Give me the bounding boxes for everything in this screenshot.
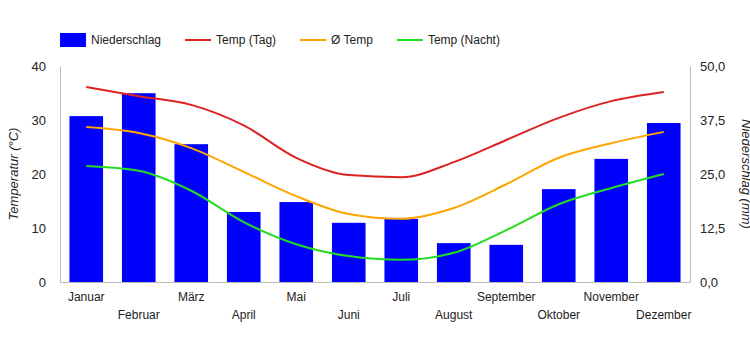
tick: 20: [32, 167, 60, 182]
tick-label: Februar: [118, 308, 160, 322]
bar: [489, 245, 523, 282]
tick-label: September: [477, 290, 536, 304]
tick: 10: [32, 221, 60, 236]
tick: Dezember: [636, 308, 691, 322]
x-axis: Januar Februar März April Mai Juni Juli August S…: [61, 283, 692, 322]
tick: 40: [32, 59, 60, 74]
chart-container: 0 10 20 30 40 0,0 12,5 25,0 37,5 50,0 Januar Februa…: [0, 0, 750, 350]
line: [86, 87, 664, 177]
line: [86, 127, 664, 219]
tick: November: [584, 290, 639, 304]
legend-item: Temp (Tag): [185, 33, 276, 47]
legend-swatch: [397, 39, 423, 41]
tick-label: 40: [32, 59, 46, 74]
line: [86, 166, 664, 260]
tick: 50,0: [690, 59, 725, 74]
axis-line: [61, 282, 691, 283]
tick: Oktober: [537, 308, 580, 322]
legend-swatch: [60, 33, 86, 47]
bar: [647, 123, 681, 282]
tick-label: März: [178, 290, 205, 304]
tick: März: [178, 290, 205, 304]
tick: 37,5: [690, 113, 725, 128]
tick-label: November: [584, 290, 639, 304]
bar: [279, 202, 313, 282]
tick-label: 30: [32, 113, 46, 128]
tick-label: Oktober: [537, 308, 580, 322]
tick-label: Mai: [287, 290, 306, 304]
tick: April: [232, 308, 256, 322]
tick-label: August: [435, 308, 473, 322]
y2-axis: 0,0 12,5 25,0 37,5 50,0: [690, 59, 725, 290]
tick-label: 37,5: [700, 113, 725, 128]
legend: Niederschlag Temp (Tag) Ø Temp Temp (Nacht): [60, 33, 500, 47]
bar: [174, 144, 208, 282]
tick-label: 25,0: [700, 167, 725, 182]
tick-label: April: [232, 308, 256, 322]
tick: 0: [39, 275, 60, 290]
axis-line: [60, 67, 61, 283]
tick-label: Januar: [68, 290, 105, 304]
tick: Juli: [392, 290, 410, 304]
tick: 25,0: [690, 167, 725, 182]
chart-svg: 0 10 20 30 40 0,0 12,5 25,0 37,5 50,0 Januar Februa…: [0, 0, 750, 350]
y-axis-title: Temperatur (°C): [6, 128, 21, 221]
legend-label: Temp (Nacht): [428, 33, 500, 47]
bar: [384, 219, 418, 282]
tick: Februar: [118, 308, 160, 322]
tick-label: 20: [32, 167, 46, 182]
tick-label: Juni: [338, 308, 360, 322]
legend-item: Niederschlag: [60, 33, 161, 47]
legend-label: Niederschlag: [91, 33, 161, 47]
tick: Juni: [338, 308, 360, 322]
bar: [122, 93, 156, 282]
bar: [332, 223, 366, 282]
tick-label: 0: [39, 275, 46, 290]
tick-label: 50,0: [700, 59, 725, 74]
bar: [542, 189, 576, 282]
tick: 0,0: [690, 275, 718, 290]
tick: 30: [32, 113, 60, 128]
tick: 12,5: [690, 221, 725, 236]
legend-label: Ø Temp: [331, 33, 373, 47]
bar: [69, 116, 103, 282]
plot-marks: [69, 87, 680, 282]
tick-label: 10: [32, 221, 46, 236]
tick-label: 0,0: [700, 275, 718, 290]
legend-item: Ø Temp: [300, 33, 373, 47]
tick: Mai: [287, 290, 306, 304]
tick-label: 12,5: [700, 221, 725, 236]
legend-swatch: [300, 39, 326, 41]
y-axis: 0 10 20 30 40: [32, 59, 61, 290]
legend-swatch: [185, 39, 211, 41]
legend-label: Temp (Tag): [216, 33, 276, 47]
bar-series: [69, 93, 680, 282]
legend-item: Temp (Nacht): [397, 33, 500, 47]
tick: September: [477, 290, 536, 304]
axis-line: [690, 67, 691, 283]
tick-label: Dezember: [636, 308, 691, 322]
y2-axis-title: Niederschlag (mm): [739, 119, 750, 229]
tick: Januar: [68, 290, 105, 304]
tick: August: [435, 308, 473, 322]
tick-label: Juli: [392, 290, 410, 304]
bar: [594, 159, 628, 282]
